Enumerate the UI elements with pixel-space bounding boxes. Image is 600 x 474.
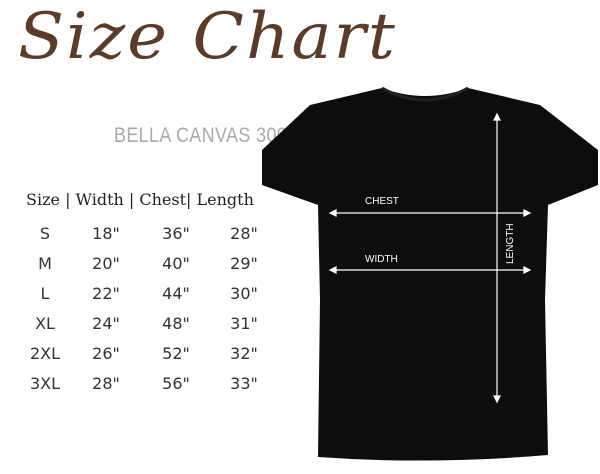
length-cell: 30" <box>230 283 258 303</box>
table-row: S 18" 36" 28" <box>20 218 278 248</box>
length-cell: 31" <box>230 313 258 333</box>
table-header: Size | Width | Chest| Length <box>26 190 254 209</box>
width-cell: 20" <box>92 253 120 273</box>
table-row: M 20" 40" 29" <box>20 248 278 278</box>
width-cell: 22" <box>92 283 120 303</box>
length-cell: 32" <box>230 343 258 363</box>
length-cell: 33" <box>230 373 258 393</box>
size-table: S 18" 36" 28" M 20" 40" 29" L 22" 44" 30" XL 24" 48" 31… <box>20 218 278 398</box>
length-cell: 29" <box>230 253 258 273</box>
size-cell: 2XL <box>29 343 61 363</box>
table-row: L 22" 44" 30" <box>20 278 278 308</box>
table-row: XL 24" 48" 31" <box>20 308 278 338</box>
width-cell: 28" <box>92 373 120 393</box>
size-cell: XL <box>35 313 55 333</box>
size-cell: 3XL <box>29 373 61 393</box>
chest-cell: 52" <box>162 343 190 363</box>
size-cell: L <box>40 283 50 303</box>
length-label: LENGTH <box>505 223 516 264</box>
width-cell: 26" <box>92 343 120 363</box>
length-cell: 28" <box>230 223 258 243</box>
width-cell: 24" <box>92 313 120 333</box>
chest-label: CHEST <box>365 196 399 207</box>
chest-cell: 40" <box>162 253 190 273</box>
chest-cell: 56" <box>162 373 190 393</box>
chest-cell: 44" <box>162 283 190 303</box>
page-title: Size Chart <box>18 0 397 74</box>
chest-cell: 48" <box>162 313 190 333</box>
table-row: 3XL 28" 56" 33" <box>20 368 278 398</box>
width-label: WIDTH <box>365 254 398 265</box>
chest-cell: 36" <box>162 223 190 243</box>
tshirt-shape <box>262 88 598 461</box>
table-row: 2XL 26" 52" 32" <box>20 338 278 368</box>
size-cell: S <box>39 223 51 243</box>
width-cell: 18" <box>92 223 120 243</box>
size-cell: M <box>38 253 52 273</box>
product-subtitle: BELLA CANVAS 3001 <box>114 124 298 147</box>
